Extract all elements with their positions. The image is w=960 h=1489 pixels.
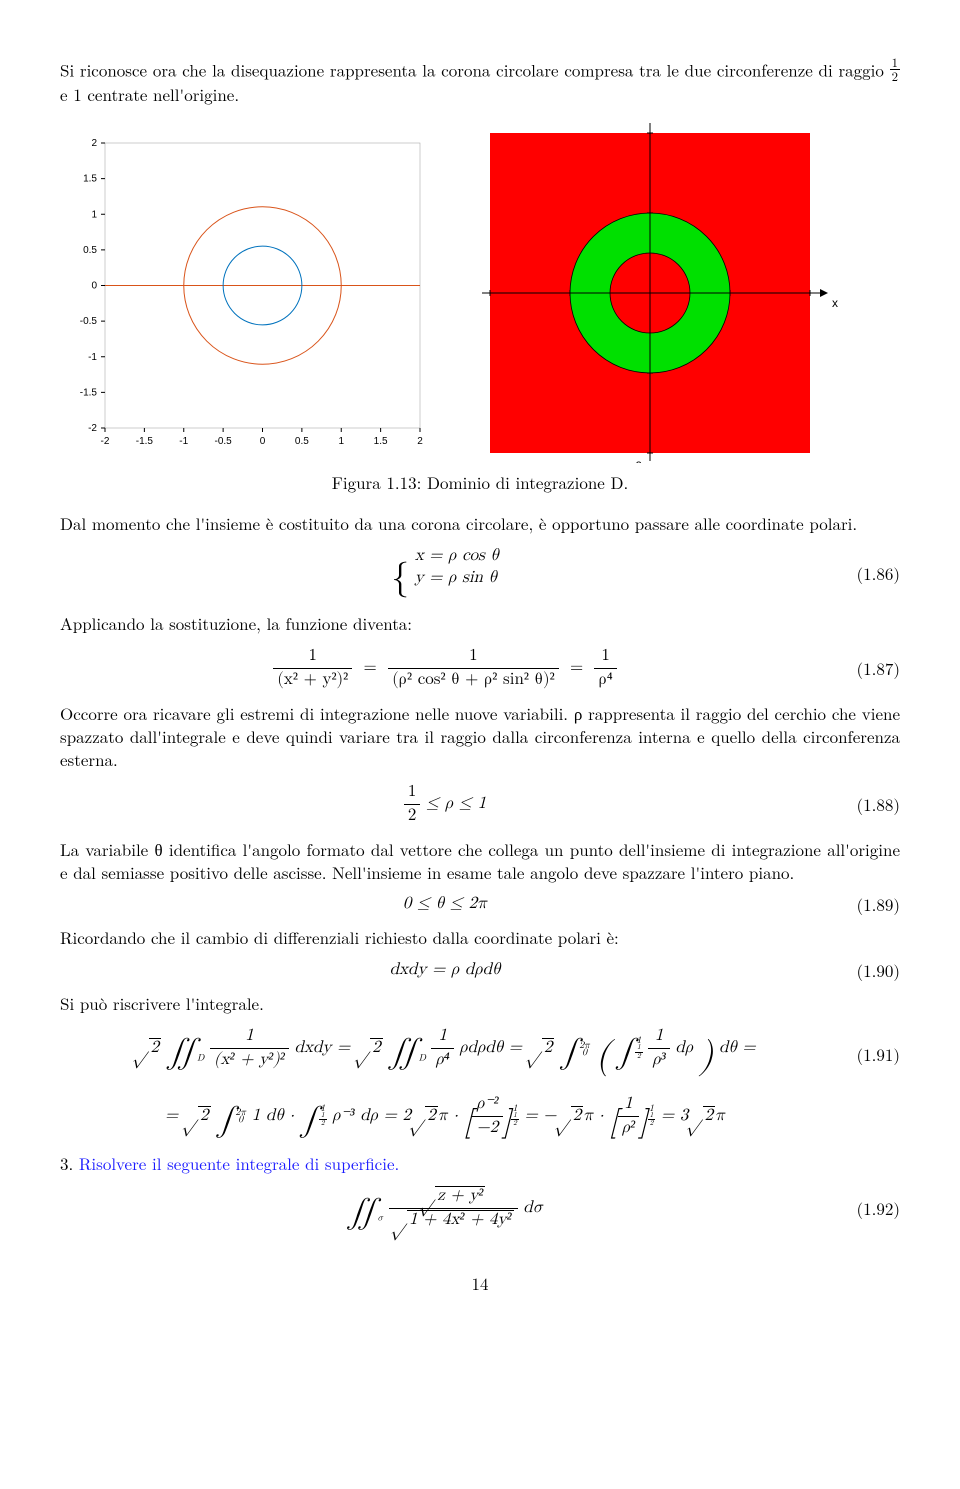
int-icon: ∫ xyxy=(216,1106,235,1135)
figure-caption: Figura 1.13: Dominio di integrazione D. xyxy=(60,471,900,494)
svg-text:0.5: 0.5 xyxy=(83,245,97,256)
p4: Occorre ora ricavare gli estremi di inte… xyxy=(60,702,900,771)
int-icon: ∫ xyxy=(560,1038,579,1067)
eq-tag: (1.90) xyxy=(830,959,900,982)
eq-tag: (1.87) xyxy=(830,657,900,680)
eq-tag: (1.88) xyxy=(830,793,900,816)
eq-tag: (1.92) xyxy=(830,1197,900,1220)
eq-1-91: 2 ∫∫D 1(x² + y²)² dxdy = 2 ∫∫D 1ρ⁴ ρdρdθ… xyxy=(60,1025,900,1083)
svg-text:1.5: 1.5 xyxy=(83,174,97,185)
svg-text:-1.5: -1.5 xyxy=(136,436,154,447)
figure-right-region: xy-22 xyxy=(460,123,840,463)
intro-para: Si riconosce ora che la disequazione rap… xyxy=(60,56,900,105)
svg-text:1: 1 xyxy=(338,436,344,447)
eq-1-89: 0 ≤ θ ≤ 2π (1.89) xyxy=(60,893,900,916)
iint-icon: ∫∫ xyxy=(167,1038,197,1067)
figure-left-circles: -2 -1.5 -1 -0.5 0 0.5 1 1.5 2 2 1.5 1 0.5 0 -0.5 -1 -1.5… xyxy=(60,133,430,453)
svg-text:-2: -2 xyxy=(632,460,642,463)
int-icon: ∫ xyxy=(300,1106,319,1135)
p3: Applicando la sostituzione, la funzione … xyxy=(60,612,900,635)
p6: Ricordando che il cambio di differenzial… xyxy=(60,926,900,949)
svg-text:-0.5: -0.5 xyxy=(80,317,98,328)
eq-tag: (1.86) xyxy=(830,562,900,585)
eq-1-86: { x = ρ cos θ y = ρ sin θ (1.86) xyxy=(60,545,900,602)
iint-icon: ∫∫ xyxy=(347,1198,377,1227)
brace-icon: { xyxy=(391,560,409,596)
t: e 1 centrate nell'origine. xyxy=(60,82,239,106)
figure-row: -2 -1.5 -1 -0.5 0 0.5 1 1.5 2 2 1.5 1 0.5 0 -0.5 -1 -1.5… xyxy=(60,123,900,463)
svg-text:0: 0 xyxy=(260,436,266,447)
iint-icon: ∫∫ xyxy=(388,1038,418,1067)
prob-text: Risolvere il seguente integrale di super… xyxy=(79,1151,399,1175)
svg-text:2: 2 xyxy=(417,436,423,447)
p2: Dal momento che l'insieme è costituito d… xyxy=(60,512,900,535)
svg-text:-2: -2 xyxy=(101,436,110,447)
svg-text:0: 0 xyxy=(91,281,97,292)
eq-tag: (1.91) xyxy=(830,1043,900,1066)
eq-tag: (1.89) xyxy=(830,893,900,916)
svg-text:-0.5: -0.5 xyxy=(215,436,233,447)
svg-text:1.5: 1.5 xyxy=(374,436,388,447)
svg-text:x: x xyxy=(832,296,838,310)
eq-1-90: dxdy = ρ dρdθ (1.90) xyxy=(60,959,900,982)
page-number: 14 xyxy=(60,1272,900,1295)
svg-text:-1.5: -1.5 xyxy=(80,388,98,399)
eq-1-91-line2: = 2 ∫2π0 1 dθ · ∫112 ρ⁻³ dρ = 22π · [ρ⁻²… xyxy=(60,1093,900,1142)
t: Si riconosce ora che la disequazione rap… xyxy=(60,57,890,81)
eq-1-92: ∫∫σ z + y² 1 + 4x² + 4y² dσ (1.92) xyxy=(60,1185,900,1232)
svg-text:1: 1 xyxy=(91,210,97,221)
svg-text:-1: -1 xyxy=(179,436,188,447)
svg-text:-1: -1 xyxy=(88,352,97,363)
eq86-body: x = ρ cos θ y = ρ sin θ xyxy=(415,545,499,589)
prob-num: 3. xyxy=(60,1151,79,1175)
int-icon: ∫ xyxy=(616,1038,635,1067)
p5: La variabile θ identifica l'angolo forma… xyxy=(60,838,900,884)
eq-1-88: 12 ≤ ρ ≤ 1 (1.88) xyxy=(60,781,900,828)
svg-text:0.5: 0.5 xyxy=(295,436,309,447)
frac-half: 12 xyxy=(890,56,900,83)
svg-text:-2: -2 xyxy=(88,423,97,434)
problem-3: 3. Risolvere il seguente integrale di su… xyxy=(60,1152,900,1175)
p7: Si può riscrivere l'integrale. xyxy=(60,992,900,1015)
eq-1-87: 1(x² + y²)² = 1(ρ² cos² θ + ρ² sin² θ)² … xyxy=(60,645,900,692)
svg-text:2: 2 xyxy=(91,138,97,149)
